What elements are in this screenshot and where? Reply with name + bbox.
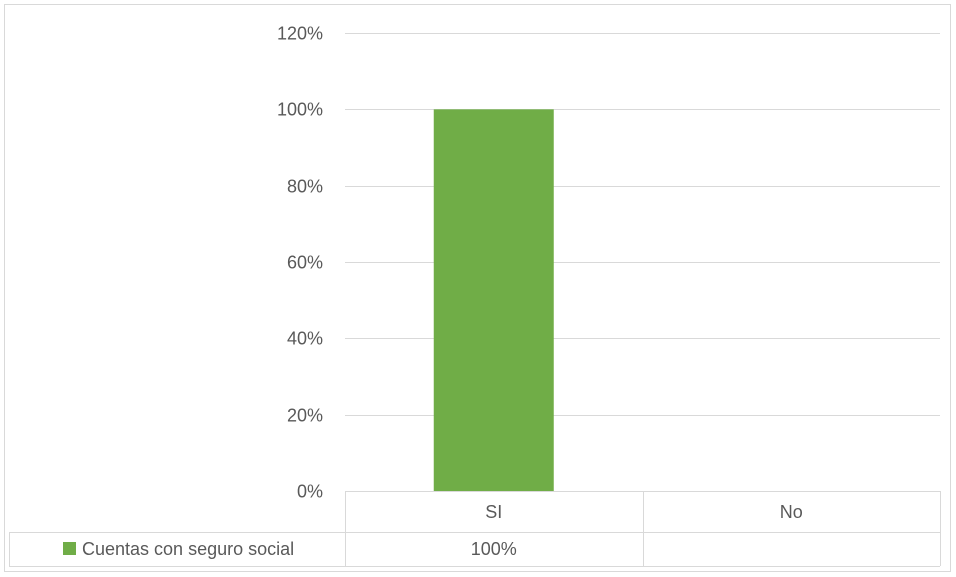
legend-label: Cuentas con seguro social — [82, 539, 294, 559]
y-tick-label: 120% — [277, 24, 323, 44]
y-tick-label: 100% — [277, 100, 323, 120]
data-table-value: 100% — [471, 539, 517, 559]
y-tick-label: 0% — [297, 482, 323, 502]
y-tick-label: 20% — [287, 406, 323, 426]
legend-swatch — [63, 542, 76, 555]
y-tick-label: 40% — [287, 329, 323, 349]
y-tick-label: 80% — [287, 177, 323, 197]
y-tick-label: 60% — [287, 253, 323, 273]
y-axis-tick-labels: 0% 20% 40% 60% 80% 100% 120% — [277, 24, 323, 502]
x-category-label: No — [780, 502, 803, 522]
x-category-label: SI — [485, 502, 502, 522]
bars — [433, 109, 554, 491]
bar — [433, 109, 554, 491]
data-table: SI No Cuentas con seguro social 100% — [9, 491, 941, 567]
